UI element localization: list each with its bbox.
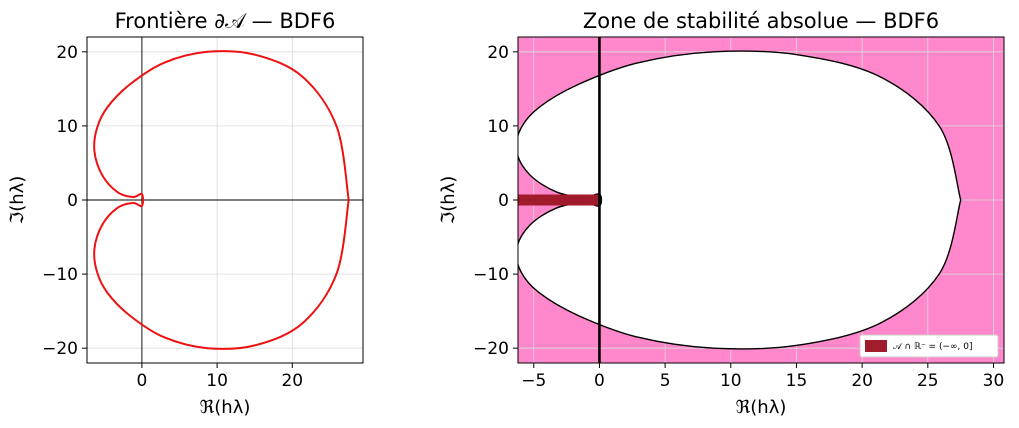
x-tick-label: 0 bbox=[136, 371, 147, 391]
right-x-axis-label: ℜ(hλ) bbox=[736, 397, 787, 418]
right-x-ticks: −5 0 5 10 15 20 25 30 bbox=[521, 363, 1004, 391]
x-tick-label: 20 bbox=[281, 371, 303, 391]
right-unstable-region bbox=[518, 50, 962, 350]
legend: 𝒜 ∩ ℝ⁻ = (−∞, 0] bbox=[859, 334, 999, 358]
y-tick-label: 20 bbox=[487, 43, 509, 63]
x-tick-label: 5 bbox=[660, 371, 671, 391]
right-real-axis-segment bbox=[518, 194, 600, 206]
x-tick-label: 0 bbox=[594, 371, 605, 391]
right-chart-panel: −5 0 5 10 15 20 25 30 −20 −10 0 10 20 Zone de stabi… bbox=[438, 9, 1005, 418]
left-chart-title: Frontière ∂𝒜 — BDF6 bbox=[115, 9, 336, 33]
y-tick-label: 10 bbox=[487, 117, 509, 137]
x-tick-label: 30 bbox=[983, 371, 1005, 391]
right-chart-title: Zone de stabilité absolue — BDF6 bbox=[583, 9, 939, 33]
left-y-ticks: −20 −10 0 10 20 bbox=[42, 43, 87, 359]
y-tick-label: 0 bbox=[67, 191, 78, 211]
x-tick-label: 10 bbox=[720, 371, 742, 391]
x-tick-label: 25 bbox=[917, 371, 939, 391]
y-tick-label: −10 bbox=[473, 265, 509, 285]
y-tick-label: 0 bbox=[498, 191, 509, 211]
x-tick-label: 15 bbox=[786, 371, 808, 391]
y-tick-label: 20 bbox=[56, 43, 78, 63]
legend-swatch bbox=[865, 340, 887, 352]
x-tick-label: −5 bbox=[521, 371, 546, 391]
x-tick-label: 10 bbox=[206, 371, 228, 391]
y-tick-label: −10 bbox=[42, 265, 78, 285]
left-x-axis-label: ℜ(hλ) bbox=[200, 397, 251, 418]
y-tick-label: −20 bbox=[42, 339, 78, 359]
left-y-axis-label: ℑ(hλ) bbox=[7, 176, 28, 225]
y-tick-label: 10 bbox=[56, 117, 78, 137]
right-y-ticks: −20 −10 0 10 20 bbox=[473, 43, 518, 359]
x-tick-label: 20 bbox=[851, 371, 873, 391]
left-x-ticks: 0 10 20 bbox=[136, 363, 303, 391]
y-tick-label: −20 bbox=[473, 339, 509, 359]
left-zero-axes bbox=[87, 37, 363, 363]
legend-box bbox=[859, 334, 999, 358]
left-boundary-curve bbox=[93, 50, 350, 350]
left-chart-panel: 0 10 20 −20 −10 0 10 20 Frontière ∂𝒜 — BDF6 ℜ(… bbox=[7, 9, 364, 418]
right-y-axis-label: ℑ(hλ) bbox=[438, 176, 459, 225]
legend-label: 𝒜 ∩ ℝ⁻ = (−∞, 0] bbox=[893, 342, 972, 352]
